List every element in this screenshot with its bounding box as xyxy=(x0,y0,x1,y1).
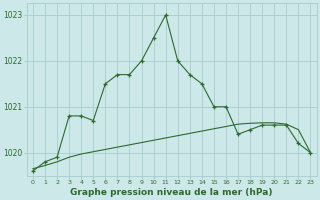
X-axis label: Graphe pression niveau de la mer (hPa): Graphe pression niveau de la mer (hPa) xyxy=(70,188,273,197)
